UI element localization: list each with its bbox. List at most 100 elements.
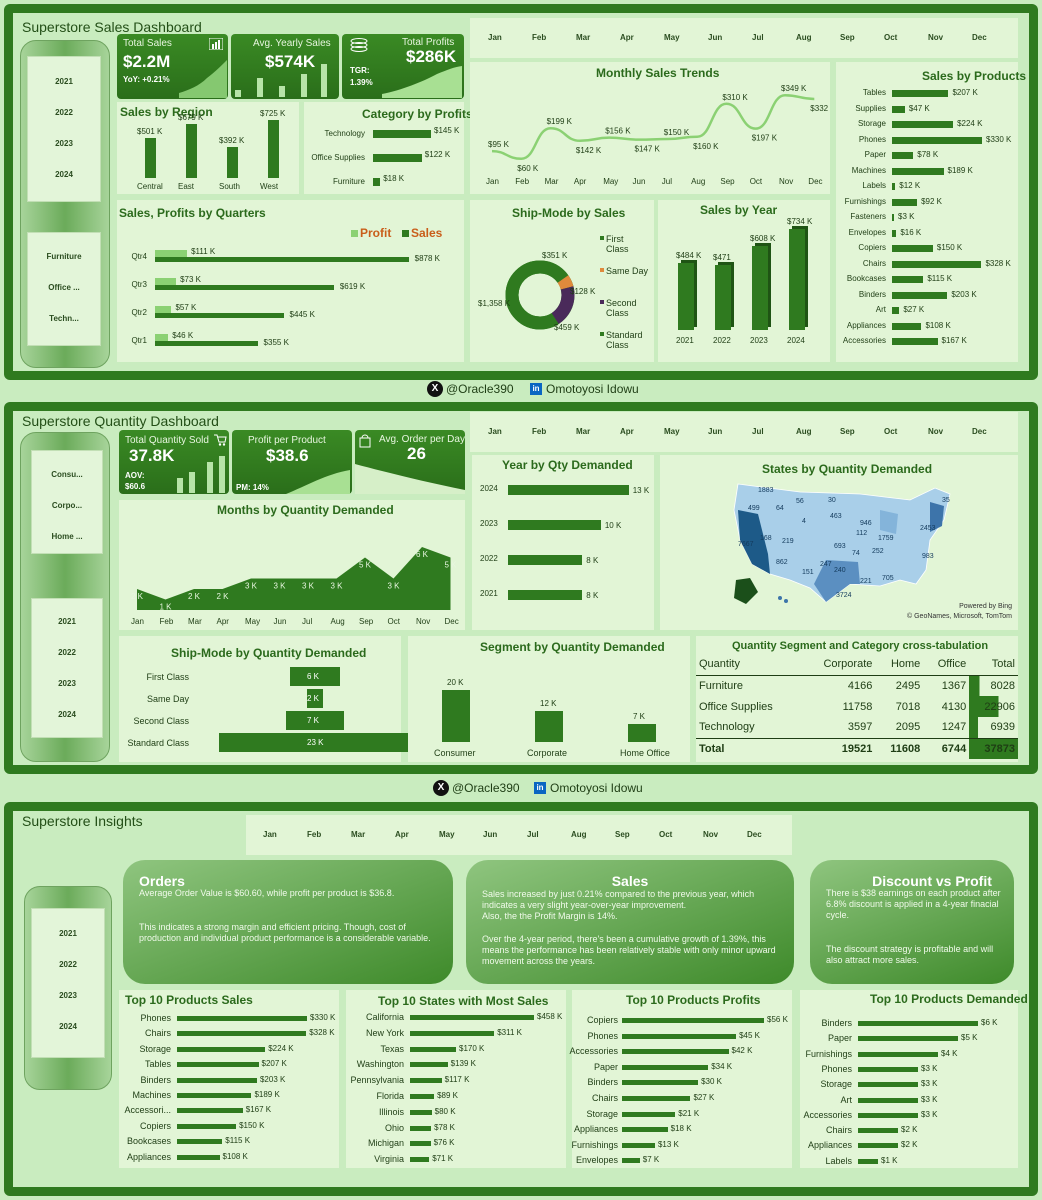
month-option[interactable]: Apr — [620, 33, 634, 42]
item-name-label: Copiers — [139, 1120, 171, 1131]
segment-option[interactable]: Home ... — [51, 532, 83, 541]
segment-option[interactable]: Consu... — [51, 470, 83, 479]
month-option[interactable]: Dec — [972, 33, 987, 42]
year-option[interactable]: 2024 — [58, 710, 76, 719]
trend-value-label: $60 K — [517, 164, 539, 173]
month-option[interactable]: Nov — [928, 427, 944, 436]
crosstab-row: Total 19521 11608 6744 37873 — [696, 738, 1018, 759]
month-option[interactable]: Feb — [307, 830, 322, 839]
month-option[interactable]: Apr — [620, 427, 634, 436]
product-name-label: Storage — [857, 119, 886, 128]
year-option[interactable]: 2022 — [59, 960, 77, 969]
card-paragraph: There is $38 earnings on each product af… — [826, 888, 1001, 920]
year-option[interactable]: 2024 — [55, 170, 73, 179]
kpi-avg-order-per-day: Avg. Order per Day 26 — [355, 430, 465, 494]
month-option[interactable]: May — [664, 33, 680, 42]
month-option[interactable]: Oct — [884, 427, 898, 436]
item-value-label: $3 K — [921, 1094, 938, 1104]
month-option[interactable]: Aug — [571, 830, 587, 839]
month-option[interactable]: Feb — [532, 427, 547, 436]
product-value-label: $108 K — [925, 320, 951, 330]
month-option[interactable]: Jan — [488, 427, 502, 436]
year-option[interactable]: 2022 — [55, 108, 73, 117]
area-value-label: 2 K — [188, 592, 201, 601]
category-option[interactable]: Office ... — [48, 283, 80, 292]
month-option[interactable]: Jul — [752, 427, 764, 436]
item-bar — [410, 1062, 448, 1068]
segment-qty-panel: Segment by Quantity Demanded 20 K Consume… — [408, 636, 690, 762]
year-option[interactable]: 2024 — [59, 1022, 77, 1031]
x-handle[interactable]: @Oracle390 — [446, 382, 514, 396]
year-option[interactable]: 2023 — [58, 679, 76, 688]
mini-bar — [257, 78, 263, 97]
crosstab-header-cell: Quantity — [699, 658, 740, 671]
legend-swatch — [600, 300, 604, 304]
month-option[interactable]: Dec — [972, 427, 987, 436]
item-bar — [858, 1082, 918, 1088]
x-handle[interactable]: @Oracle390 — [452, 781, 520, 795]
month-option[interactable]: Nov — [928, 33, 944, 42]
product-bar — [892, 322, 922, 330]
shipqty-name-label: Second Class — [133, 716, 189, 726]
year-option[interactable]: 2022 — [58, 648, 76, 657]
year-option[interactable]: 2023 — [59, 991, 77, 1000]
year-option[interactable]: 2021 — [59, 929, 77, 938]
year-qty-value-label: 10 K — [604, 521, 622, 530]
item-value-label: $2 K — [901, 1140, 918, 1150]
month-option[interactable]: Jul — [752, 33, 764, 42]
month-option[interactable]: Oct — [659, 830, 673, 839]
month-option[interactable]: Aug — [796, 33, 812, 42]
product-value-label: $330 K — [986, 134, 1012, 144]
trend-value-label: $95 K — [488, 140, 510, 149]
month-option[interactable]: Aug — [796, 427, 812, 436]
product-name-label: Accessories — [842, 336, 886, 345]
month-option[interactable]: Nov — [703, 830, 719, 839]
month-option[interactable]: Jul — [527, 830, 539, 839]
map-state-label: 221 — [860, 578, 872, 585]
year-value-label: $484 K — [676, 251, 702, 261]
month-option[interactable]: Sep — [840, 427, 855, 436]
month-option[interactable]: Mar — [576, 33, 591, 42]
month-option[interactable]: Apr — [395, 830, 409, 839]
category-option[interactable]: Techn... — [49, 314, 79, 323]
year-option[interactable]: 2023 — [55, 139, 73, 148]
month-option[interactable]: Dec — [747, 830, 762, 839]
segment-option[interactable]: Corpo... — [51, 501, 83, 510]
month-option[interactable]: May — [664, 427, 680, 436]
category-option[interactable]: Furniture — [46, 252, 82, 261]
crosstab-cell: 7018 — [895, 700, 921, 713]
trend-value-label: $142 K — [576, 146, 602, 155]
month-option[interactable]: Jan — [488, 33, 502, 42]
month-option[interactable]: Jun — [708, 427, 723, 436]
month-option[interactable]: Jun — [483, 830, 498, 839]
item-bar — [858, 1143, 898, 1149]
year-option[interactable]: 2021 — [55, 77, 73, 86]
linkedin-name[interactable]: Omotoyosi Idowu — [546, 382, 639, 396]
area-value-label: 5 K — [359, 561, 372, 570]
item-value-label: $108 K — [222, 1151, 248, 1161]
month-option[interactable]: Mar — [351, 830, 366, 839]
month-option[interactable]: Feb — [532, 33, 547, 42]
area-month-label: May — [245, 617, 260, 626]
segment-bar — [628, 723, 656, 742]
shipqty-name-label: Standard Class — [127, 738, 189, 748]
item-value-label: $224 K — [268, 1043, 294, 1053]
month-option[interactable]: Sep — [840, 33, 855, 42]
month-option[interactable]: Mar — [576, 427, 591, 436]
crosstab-cell: 4166 — [847, 679, 873, 692]
category-bar — [373, 178, 381, 186]
month-option[interactable]: Jun — [708, 33, 723, 42]
kpi-label: Total Quantity Sold — [125, 435, 209, 446]
month-option[interactable]: May — [439, 830, 455, 839]
mini-bar — [235, 90, 241, 97]
trend-value-label: $147 K — [635, 145, 661, 154]
month-option[interactable]: Oct — [884, 33, 898, 42]
card-paragraph: This indicates a strong margin and effic… — [139, 922, 431, 943]
kpi-pm: PM: 14% — [236, 483, 269, 492]
kpi-total-profits: Total Profits $286K TGR: 1.39% — [342, 34, 464, 99]
month-option[interactable]: Jan — [263, 830, 277, 839]
year-option[interactable]: 2021 — [58, 617, 76, 626]
product-name-label: Chairs — [862, 258, 886, 268]
linkedin-name[interactable]: Omotoyosi Idowu — [550, 781, 643, 795]
month-option[interactable]: Sep — [615, 830, 630, 839]
